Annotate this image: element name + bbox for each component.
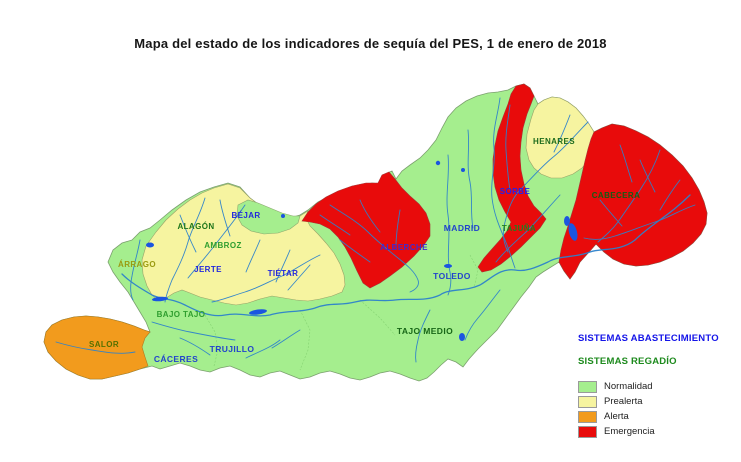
map-label-toledo: TOLEDO [433,271,471,281]
map-label-jerte: JERTE [194,265,222,274]
river-branch [639,159,656,193]
map-label-tajuna: TAJUÑA [502,224,536,233]
river-tietar [211,254,321,303]
legend-title-abastecimiento: SISTEMAS ABASTECIMIENTO [578,333,719,344]
river-salor [55,341,136,354]
river-alagon [164,197,206,303]
reservoir-azutan [459,333,465,341]
river-branch [395,209,401,247]
river-branch [287,264,311,291]
river-branch [415,309,431,363]
boundary-line [299,309,311,371]
map-label-salor: SALOR [89,340,119,349]
river-branch [553,114,571,153]
map-label-sorbe: SORBE [500,187,531,196]
map-label-ambroz: AMBROZ [204,241,242,250]
river-jerte [187,204,246,279]
river-guadiela [583,204,696,240]
map-label-henares: HENARES [533,137,575,146]
legend-title-regadio: SISTEMAS REGADÍO [578,356,677,367]
legend-swatch-alerta [578,410,597,423]
reservoir-alcantara [152,296,168,302]
map-label-tajo-medio: TAJO MEDIO [397,326,453,336]
river-branch [599,199,623,227]
legend-label-normalidad: Normalidad [604,381,653,392]
subbasin-boundaries [204,254,479,371]
river-branch [619,144,633,183]
river-almonte [151,321,236,341]
legend-label-emergencia: Emergencia [604,426,655,437]
legend-label-alerta: Alerta [604,411,629,422]
river-branch [179,214,197,253]
region-bejar-normalidad [236,199,301,235]
river-branch [219,199,231,237]
map-label-caceres: CÁCERES [154,354,198,364]
legend-row-normalidad: Normalidad [578,379,738,394]
reservoir-cazalegas [444,264,452,268]
region-salor-alerta [43,315,151,380]
river-branch [271,329,301,349]
river-jarama [491,97,516,269]
boundary-line [469,254,479,289]
legend-swatch-prealerta [578,395,597,408]
river-tajo-upper [597,149,661,243]
map-title: Mapa del estado de los indicadores de se… [134,36,607,51]
region-nw-prealerta [141,183,346,306]
river-algodor [464,289,501,341]
map-labels-layer: ALAGÓN BÉJAR AMBROZ ÁRRAGO JERTE TIÉTAR … [89,137,640,364]
river-henares [502,121,589,253]
reservoirs-layer [146,160,578,341]
reservoir-madrid-area [461,168,465,172]
map-label-cabecera: CABECERA [592,191,641,200]
legend-row-alerta: Alerta [578,409,738,424]
river-branch [359,199,381,233]
legend: SISTEMAS ABASTECIMIENTO SISTEMAS REGADÍO… [578,333,738,439]
river-alberche [329,204,419,293]
map-label-bajo-tajo: BAJO TAJO [157,310,206,319]
reservoir-valdecanas [249,309,267,315]
boundary-line [359,299,396,336]
reservoir-madrid-area [435,160,441,166]
map-label-trujillo: TRUJILLO [210,344,255,354]
region-cabecera-emergencia [558,123,708,280]
river-branch [339,239,371,263]
map-label-arrago: ÁRRAGO [118,260,156,269]
green-gap-tajuna [508,219,552,266]
river-branch [659,179,681,211]
reservoir-entrepenas [568,223,578,241]
river-branch [275,249,291,283]
legend-row-prealerta: Prealerta [578,394,738,409]
river-tajo-main [121,194,691,317]
legend-label-prealerta: Prealerta [604,396,643,407]
river-branch [179,337,211,356]
legend-swatch-emergencia [578,425,597,438]
boundary-line [204,314,219,367]
map-label-tietar: TIÉTAR [268,269,299,278]
river-branch [245,339,281,359]
legend-row-emergencia: Emergencia [578,424,738,439]
region-sorbe-tajuna-emergencia [477,83,547,273]
river-arrago [130,239,141,301]
map-label-alberche: ALBERCHE [380,243,428,252]
legend-swatch-normalidad [578,380,597,393]
map-label-alagon: ALAGÓN [177,222,214,231]
river-manzanares [467,129,474,229]
river-branch [245,239,261,273]
reservoir-gabriel-galan [146,242,154,248]
map-label-madrid: MADRID [444,223,480,233]
reservoir-buendia [564,216,570,226]
river-tajuna [495,194,561,263]
rivers-layer [55,97,696,363]
river-guadarrama [446,154,452,296]
river-sorbe [505,104,511,191]
river-branch [319,214,351,236]
reservoir-bejar [281,214,285,218]
map-label-bejar: BÉJAR [231,211,260,220]
